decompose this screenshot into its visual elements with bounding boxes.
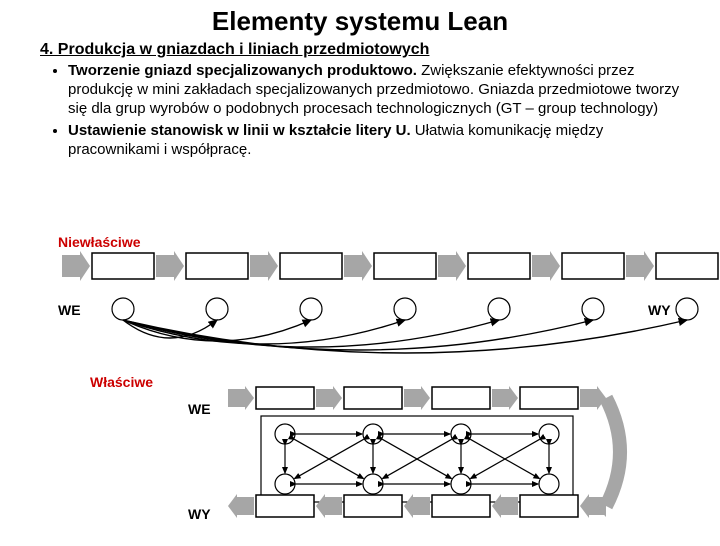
bullet-list: Tworzenie gniazd specjalizowanych produk… bbox=[42, 61, 680, 159]
diagram-wrong bbox=[0, 246, 720, 366]
section-subtitle: 4. Produkcja w gniazdach i liniach przed… bbox=[40, 41, 720, 59]
bullet-bold: Ustawienie stanowisk w linii w kształcie… bbox=[68, 122, 411, 139]
bullet-item: Tworzenie gniazd specjalizowanych produk… bbox=[68, 61, 680, 119]
diagram-right bbox=[0, 376, 720, 546]
bullet-bold: Tworzenie gniazd specjalizowanych produk… bbox=[68, 62, 417, 79]
bullet-item: Ustawienie stanowisk w linii w kształcie… bbox=[68, 121, 680, 159]
page-title: Elementy systemu Lean bbox=[0, 6, 720, 37]
